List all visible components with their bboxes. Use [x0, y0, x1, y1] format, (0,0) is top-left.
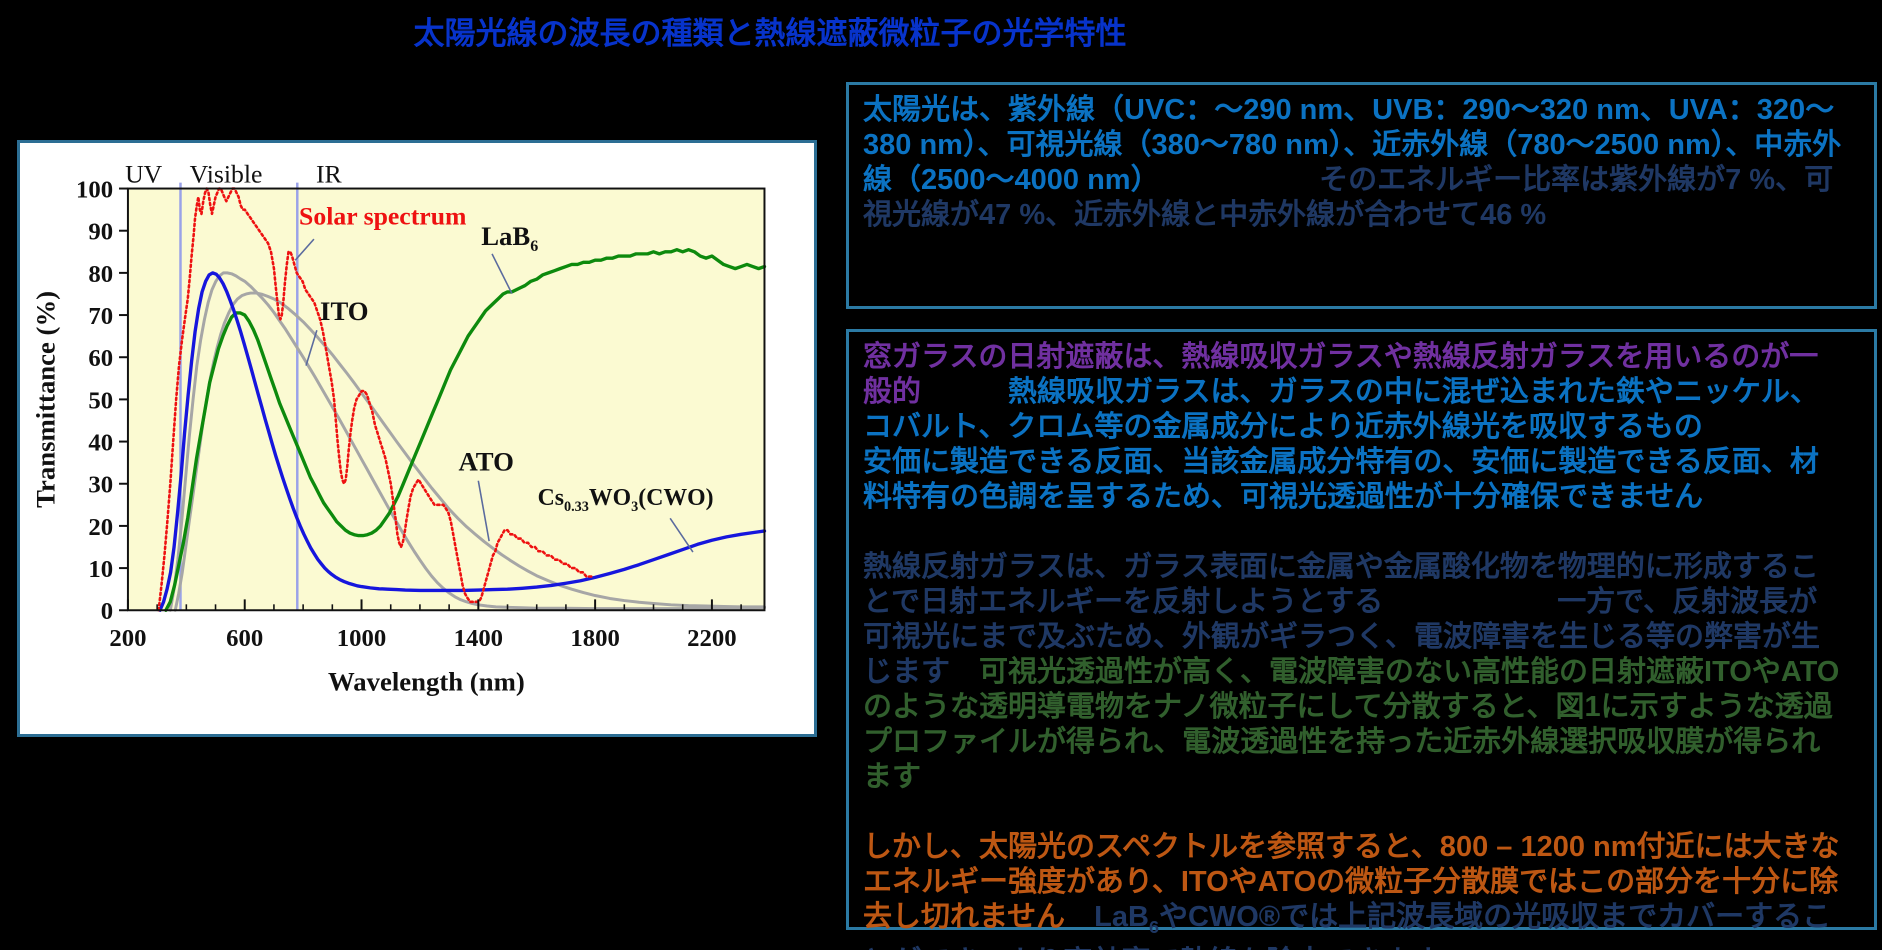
- ato-label-leader: [477, 480, 490, 542]
- series-lab6: [164, 248, 767, 612]
- label-part: Cs: [538, 485, 564, 511]
- text-segment: 窓ガラスの日射遮蔽は、熱線吸収ガラスや熱線反射ガラスを用いるのが一般的: [863, 341, 1819, 408]
- paragraph-solar-spectrum-note: しかし、太陽光のスペクトルを参照すると、800 – 1200 nm付近には大きな…: [863, 830, 1846, 950]
- ato-label: ATO: [458, 447, 513, 477]
- text-segment: 一方で、反射波長が可視光にまで及ぶため、外観がギラつく、電波障害を生じる等の弊害…: [863, 586, 1821, 688]
- text-segment: 安価に製造できる反面、当該金属成分特有の、安価に製造できる反面、材料特有の色調を…: [863, 446, 1819, 513]
- text-segment: 熱線反射ガラスは、ガラス表面に金属や金属酸化物を物理的に形成することで日射エネル…: [863, 551, 1819, 618]
- x-tick-label: 200: [109, 625, 146, 652]
- label-part: 6: [530, 238, 538, 255]
- y-tick-label: 70: [88, 303, 113, 330]
- text-segment: [1145, 164, 1319, 196]
- page-title: 太陽光線の波長の種類と熱線遮蔽微粒子の光学特性: [413, 16, 1127, 51]
- series-cs0-33wo3-cwo-: [158, 271, 767, 612]
- x-tick-label: 2200: [687, 625, 736, 652]
- label-part: (CWO): [638, 485, 713, 511]
- solar-spectrum-label: Solar spectrum: [299, 201, 466, 230]
- text-segment: やCWO®では上記波長域の光吸収までカバーすることができ、より高効率で熱線を除去…: [863, 901, 1832, 950]
- text-segment: 6: [1148, 916, 1159, 937]
- x-tick-label: 1800: [570, 625, 619, 652]
- paragraph-absorbing-glass: 窓ガラスの日射遮蔽は、熱線吸収ガラスや熱線反射ガラスを用いるのが一般的 熱線吸収…: [863, 340, 1846, 515]
- text-segment: [1383, 586, 1557, 618]
- x-tick-label: 600: [226, 625, 263, 652]
- text-segment: 可視光透過性が高く、電波障害のない高性能の日射遮蔽ITOやATOのような透明導電…: [863, 656, 1840, 793]
- text-segment: 太陽光は、紫外線（UVC：～290 nm、UVB：290～320 nm、UVA：…: [863, 94, 1842, 196]
- label-part: ATO: [458, 447, 513, 477]
- label-part: 3: [631, 499, 638, 515]
- x-tick-label: 1400: [454, 625, 503, 652]
- region-label-visible: Visible: [190, 160, 263, 189]
- y-tick-label: 0: [101, 598, 113, 625]
- plot-background: [127, 188, 765, 611]
- y-tick-label: 40: [88, 429, 113, 456]
- ito-label-leader: [305, 330, 318, 366]
- text-segment: しかし、太陽光のスペクトルを参照すると、800 – 1200 nm付近には大きな…: [863, 831, 1840, 933]
- paragraph-reflective-glass: 熱線反射ガラスは、ガラス表面に金属や金属酸化物を物理的に形成することで日射エネル…: [863, 550, 1846, 795]
- label-part: WO: [589, 485, 631, 511]
- region-label-ir: IR: [316, 160, 343, 189]
- transmittance-chart: 200 600 1000 1400 1800 2200 0 10 20 30 40 50 60 70 80 9…: [31, 160, 767, 696]
- text-segment: [921, 376, 1008, 408]
- cwo-label: Cs0.33WO3(CWO): [538, 485, 714, 515]
- x-axis-title: Wavelength (nm): [328, 666, 525, 696]
- y-tick-label: 10: [88, 556, 113, 583]
- label-part: Solar spectrum: [299, 201, 466, 230]
- lab6-label-leader: [491, 253, 513, 294]
- lab6-label: LaB6: [481, 221, 538, 255]
- cwo-label-leader: [669, 517, 694, 553]
- y-axis-title: Transmittance (%): [31, 291, 61, 508]
- label-part: LaB: [481, 221, 530, 251]
- text-segment: [1703, 411, 1819, 443]
- chart-figure: 200 600 1000 1400 1800 2200 0 10 20 30 40 50 60 70 80 9…: [17, 140, 817, 737]
- series-ito: [168, 271, 766, 612]
- y-tick-label: 60: [88, 345, 113, 372]
- y-tick-label: 50: [88, 387, 113, 414]
- text-segment: そのエネルギー比率は紫外線が7 %、可視光線が47 %、近赤外線と中赤外線が合わ…: [863, 164, 1834, 231]
- solar-spectrum-label-leader: [294, 238, 315, 261]
- panel-glass-shielding: 窓ガラスの日射遮蔽は、熱線吸収ガラスや熱線反射ガラスを用いるのが一般的 熱線吸収…: [846, 329, 1877, 950]
- y-tick-label: 30: [88, 472, 113, 499]
- y-tick-label: 90: [88, 219, 113, 246]
- region-label-uv: UV: [125, 160, 163, 189]
- panel-solar-wavelengths: 太陽光は、紫外線（UVC：～290 nm、UVB：290～320 nm、UVA：…: [846, 82, 1877, 309]
- y-tick-label: 20: [88, 514, 113, 541]
- label-part: 0.33: [564, 499, 589, 515]
- y-tick-label: 80: [88, 261, 113, 288]
- text-segment: 熱線吸収ガラスは、ガラスの中に混ぜ込まれた鉄やニッケル、コバルト、クロム等の金属…: [863, 376, 1819, 443]
- y-tick-label: 100: [76, 176, 113, 203]
- paragraph-wavelength-classification: 太陽光は、紫外線（UVC：～290 nm、UVB：290～320 nm、UVA：…: [863, 93, 1846, 233]
- label-part: ITO: [320, 296, 369, 326]
- x-tick-label: 1000: [337, 625, 386, 652]
- text-segment: LaB: [1065, 901, 1149, 933]
- ito-label: ITO: [320, 296, 369, 326]
